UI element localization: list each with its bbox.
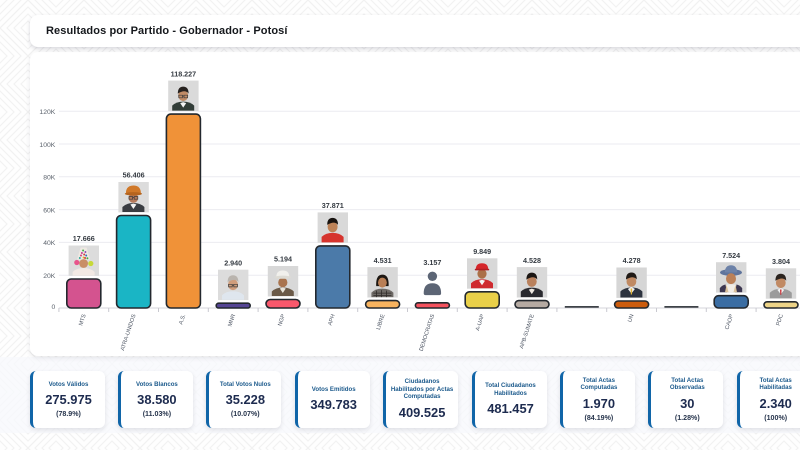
svg-text:CAOP: CAOP [724,313,735,330]
svg-text:9.849: 9.849 [473,247,491,256]
svg-text:2.940: 2.940 [224,258,242,267]
svg-text:4.531: 4.531 [374,256,392,265]
svg-text:ATRA-UNIDOS: ATRA-UNIDOS [120,313,138,351]
svg-text:120K: 120K [39,109,55,116]
svg-text:100K: 100K [39,142,55,149]
svg-text:37.871: 37.871 [322,201,344,210]
svg-text:UN: UN [627,314,635,324]
svg-text:40K: 40K [43,240,56,247]
svg-text:LIBRE: LIBRE [376,313,387,330]
svg-text:17.666: 17.666 [73,234,95,243]
svg-text:3.157: 3.157 [423,258,441,267]
svg-text:PDC: PDC [776,314,785,327]
svg-text:56.406: 56.406 [123,171,145,180]
svg-text:7.524: 7.524 [722,251,740,260]
svg-text:118.227: 118.227 [171,69,197,78]
svg-text:MTS: MTS [78,313,87,326]
svg-text:5.194: 5.194 [274,255,292,264]
svg-text:0: 0 [52,304,56,311]
svg-text:A-UAP: A-UAP [475,313,486,331]
svg-text:20K: 20K [43,273,56,280]
svg-text:APB-SUMATE: APB-SUMATE [519,313,536,349]
svg-text:APH: APH [327,314,336,327]
svg-text:4.278: 4.278 [623,256,641,265]
svg-text:80K: 80K [43,175,56,182]
svg-text:60K: 60K [43,207,56,214]
svg-text:DEMOCRATAS: DEMOCRATAS [419,313,437,352]
svg-text:NGP: NGP [277,313,287,327]
svg-text:MNR: MNR [227,314,237,328]
svg-text:A.S.: A.S. [178,313,187,325]
svg-text:3.804: 3.804 [772,257,790,266]
svg-text:4.528: 4.528 [523,256,541,265]
